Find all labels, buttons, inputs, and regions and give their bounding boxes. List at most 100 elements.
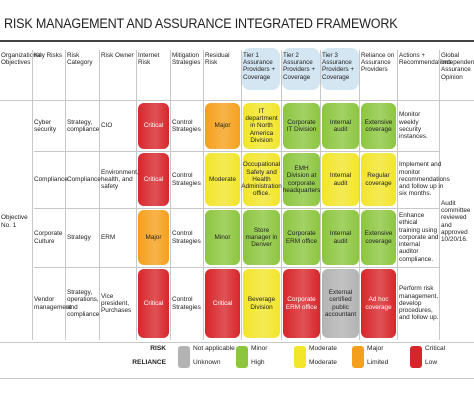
rating-cell: Major xyxy=(205,103,240,149)
text-cell: Cyber security xyxy=(34,118,57,133)
legend-swatch xyxy=(294,346,306,368)
column-header: Residual Risk xyxy=(205,52,230,67)
text-cell: Control Strategies xyxy=(172,296,201,311)
text-cell: CIO xyxy=(101,122,113,130)
column-header: Tier 2 Assurance Providers + Coverage xyxy=(283,52,316,81)
rating-cell: Store manager in Denver xyxy=(243,210,280,265)
column-rule xyxy=(170,50,171,340)
legend-reliance-label: RELIANCE xyxy=(132,359,166,366)
legend-swatch xyxy=(178,346,190,368)
column-header: Reliance on Assurance Providers xyxy=(361,52,395,74)
column-rule xyxy=(99,50,100,340)
column-rule xyxy=(136,50,137,340)
rating-cell: EMH Division at corporate headquarters xyxy=(283,153,320,206)
column-header: Tier 1 Assurance Providers + Coverage xyxy=(243,52,276,81)
legend-risk: Minor xyxy=(251,345,268,352)
rating-cell: Critical xyxy=(138,269,169,338)
text-cell: Corporate Culture xyxy=(34,230,63,245)
column-rule xyxy=(32,50,33,340)
rating-cell: Corporate ERM office xyxy=(283,210,320,265)
rating-cell: Critical xyxy=(138,103,169,149)
column-header: Mitigation Strategies xyxy=(172,52,201,67)
row-rule xyxy=(34,151,439,152)
tier-header-bg xyxy=(282,48,320,90)
legend-swatch xyxy=(410,346,422,368)
text-cell: Control Strategies xyxy=(172,172,201,187)
legend-reliance: Moderate xyxy=(309,359,337,366)
legend-risk: Major xyxy=(367,345,384,352)
tier-header-bg xyxy=(242,48,280,90)
rating-cell: IT department in North America Division xyxy=(243,103,280,149)
column-rule xyxy=(65,50,66,340)
legend-rule xyxy=(0,342,474,343)
column-rule xyxy=(359,50,360,340)
column-rule xyxy=(320,50,321,340)
column-rule xyxy=(203,50,204,340)
text-cell: Implement and monitor recommendations an… xyxy=(399,161,450,198)
header-rule xyxy=(0,100,474,101)
rating-cell: Corporate ERM office xyxy=(283,269,320,338)
rating-cell: Minor xyxy=(205,210,240,265)
row-rule xyxy=(34,208,439,209)
legend-reliance: Limited xyxy=(367,359,389,366)
column-header: Organizational Objectives xyxy=(1,52,42,67)
rating-cell: Extensive coverage xyxy=(361,210,396,265)
text-cell: Monitor weekly security instances. xyxy=(399,111,428,141)
column-header: Risk Owner xyxy=(101,52,134,59)
text-cell: Compliance xyxy=(67,175,101,183)
rating-cell: Critical xyxy=(205,269,240,338)
legend-risk-label: RISK xyxy=(150,345,166,352)
objective: Objective No. 1 xyxy=(1,214,28,229)
rating-cell: Corporate IT Division xyxy=(283,103,320,149)
column-rule xyxy=(439,50,440,340)
column-header: Internet Risk xyxy=(138,52,160,67)
rating-cell: Beverage Division xyxy=(243,269,280,338)
rating-cell: Internal audit xyxy=(322,210,359,265)
rating-cell: Major xyxy=(138,210,169,265)
column-rule xyxy=(397,50,398,340)
opinion: Audit committee reviewed and approved 10… xyxy=(441,199,471,244)
legend-swatch xyxy=(352,346,364,368)
rating-cell: Ad hoc coverage xyxy=(361,269,396,338)
rating-cell: Extensive coverage xyxy=(361,103,396,149)
column-header: Key Risks xyxy=(34,52,62,59)
legend-risk: Moderate xyxy=(309,345,337,352)
text-cell: Vendor management xyxy=(34,296,72,311)
rating-cell: Regular coverage xyxy=(361,153,396,206)
text-cell: Enhance ethical training using corporate… xyxy=(399,211,439,263)
column-header: Global Independent Assurance Opinion xyxy=(441,52,474,81)
title: RISK MANAGEMENT AND ASSURANCE INTEGRATED… xyxy=(4,16,398,31)
legend-risk: Not applicable xyxy=(193,345,235,352)
text-cell: ERM xyxy=(101,233,116,241)
text-cell: Compliance xyxy=(34,175,68,183)
column-header: Tier 3 Assurance Providers + Coverage xyxy=(322,52,355,81)
legend-reliance: High xyxy=(251,359,265,366)
text-cell: Strategy, compliance xyxy=(67,118,100,133)
legend-swatch xyxy=(236,346,248,368)
row-rule xyxy=(34,267,439,268)
rating-cell: Moderate xyxy=(205,153,240,206)
text-cell: Perform risk management, develop procedu… xyxy=(399,285,439,322)
text-cell: Strategy xyxy=(67,233,91,241)
column-rule xyxy=(241,50,242,340)
legend-reliance: Low xyxy=(425,359,438,366)
text-cell: Control Strategies xyxy=(172,230,201,245)
rating-cell: Occupational Safety and Health Administr… xyxy=(241,153,282,206)
column-rule xyxy=(281,50,282,340)
rating-cell: Internal audit xyxy=(322,153,359,206)
tier-header-bg xyxy=(321,48,359,90)
rating-cell: Internal audit xyxy=(322,103,359,149)
column-header: Actions + Recommendations xyxy=(399,52,452,67)
text-cell: Strategy, operations, and compliance xyxy=(67,288,100,318)
title-rule xyxy=(0,40,474,42)
legend-rule xyxy=(0,378,474,379)
rating-cell: External certified public accountant xyxy=(322,269,359,338)
column-header: Risk Category xyxy=(67,52,93,67)
text-cell: Vice president, Purchases xyxy=(101,292,132,315)
legend-reliance: Unknown xyxy=(193,359,221,366)
rating-cell: Critical xyxy=(138,153,169,206)
text-cell: Control Strategies xyxy=(172,118,201,133)
text-cell: Environment, health, and safety xyxy=(101,168,139,191)
legend-risk: Critical xyxy=(425,345,446,352)
